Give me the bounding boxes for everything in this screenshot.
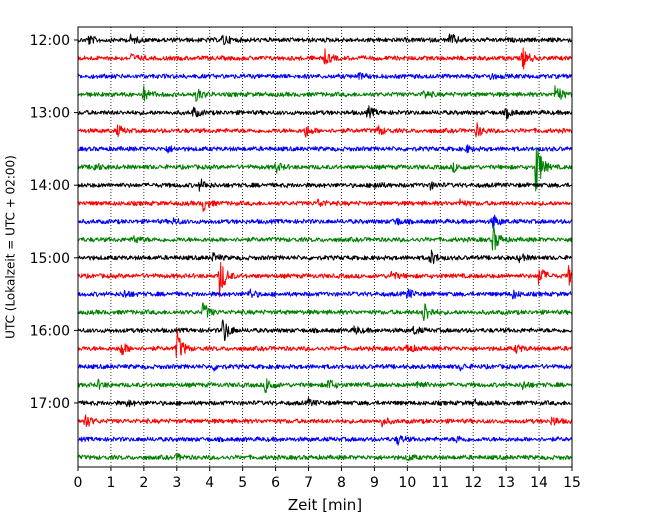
y-tick-label: 15:00 — [30, 251, 70, 267]
x-tick-label: 11 — [431, 475, 449, 491]
x-tick-label: 8 — [337, 475, 346, 491]
x-tick-label: 13 — [497, 475, 515, 491]
trace-line — [77, 435, 573, 446]
y-tick-label: 16:00 — [30, 323, 70, 339]
x-tick-label: 0 — [74, 475, 83, 491]
y-axis-label: UTC (Lokalzeit = UTC + 02:00) — [4, 155, 18, 339]
trace-line — [77, 363, 573, 372]
vertical-gridlines — [110, 27, 540, 467]
x-tick-label: 1 — [106, 475, 115, 491]
trace-line — [77, 144, 573, 154]
trace-line — [77, 414, 573, 428]
x-axis-label: Zeit [min] — [288, 496, 362, 514]
trace-line — [77, 378, 573, 394]
trace-line — [77, 105, 573, 120]
trace-line — [77, 72, 573, 81]
trace-line — [77, 329, 573, 358]
x-tick-label: 5 — [238, 475, 247, 491]
trace-line — [77, 261, 573, 298]
trace-line — [77, 302, 573, 322]
trace-line — [77, 147, 573, 192]
seismic-traces — [77, 33, 573, 461]
x-tick-label: 7 — [304, 475, 313, 491]
trace-line — [77, 397, 573, 408]
y-tick-label: 13:00 — [30, 106, 70, 122]
x-tick-label: 4 — [205, 475, 214, 491]
trace-line — [77, 198, 573, 212]
trace-line — [77, 288, 573, 300]
trace-line — [77, 453, 573, 461]
x-tick-label: 14 — [530, 475, 548, 491]
plot-frame — [77, 26, 573, 468]
x-tick-label: 9 — [370, 475, 379, 491]
y-tick-label: 17:00 — [30, 396, 70, 412]
y-tick-label: 12:00 — [30, 33, 70, 49]
y-axis-ticks: 12:00 13:00 14:00 15:00 16:00 17:00 — [30, 33, 78, 412]
trace-line — [77, 122, 573, 138]
x-tick-label: 6 — [271, 475, 280, 491]
x-tick-label: 15 — [563, 475, 581, 491]
trace-line — [77, 85, 573, 102]
trace-line — [77, 319, 573, 342]
x-tick-label: 12 — [464, 475, 482, 491]
trace-line — [77, 33, 573, 46]
y-tick-label: 14:00 — [30, 178, 70, 194]
x-tick-label: 2 — [139, 475, 148, 491]
trace-line — [77, 226, 573, 251]
trace-line — [77, 47, 573, 70]
trace-line — [77, 214, 573, 229]
x-axis-ticks: 0 1 2 3 4 5 6 7 8 9 10 11 12 13 14 15 — [74, 467, 581, 491]
x-tick-label: 10 — [398, 475, 416, 491]
trace-line — [77, 249, 573, 265]
trace-line — [77, 178, 573, 192]
x-tick-label: 3 — [172, 475, 181, 491]
